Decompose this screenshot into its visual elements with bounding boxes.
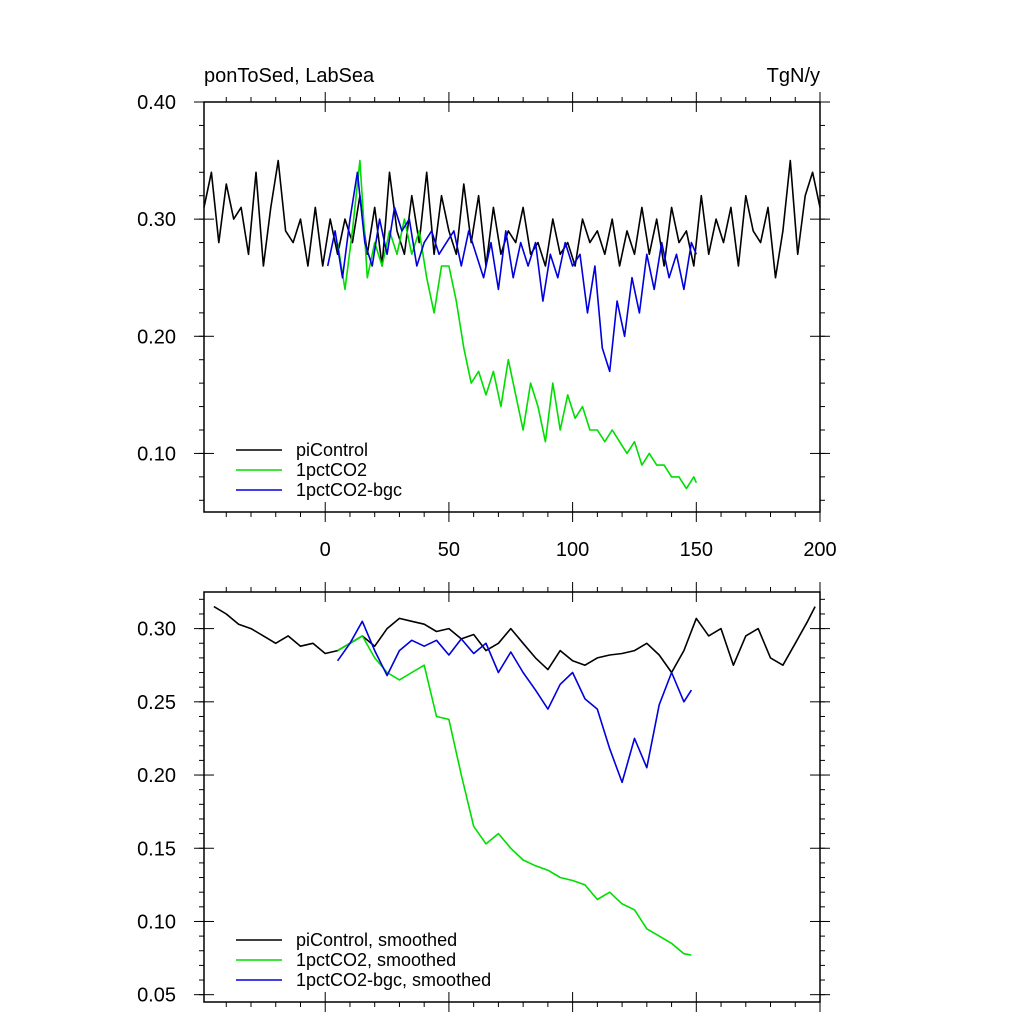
series-line-0 xyxy=(203,159,821,279)
x-tick-label: 0 xyxy=(320,539,331,561)
legend-label-2: 1pctCO2-bgc xyxy=(296,480,402,500)
series-line-1 xyxy=(337,635,692,956)
y-tick-label: 0.40 xyxy=(137,92,176,114)
series-line-2 xyxy=(336,620,693,784)
top-panel-title-left: ponToSed, LabSea xyxy=(204,65,375,87)
y-tick-label: 0.30 xyxy=(137,619,176,641)
y-tick-label: 0.20 xyxy=(137,326,176,348)
y-tick-label: 0.15 xyxy=(137,838,176,860)
y-tick-label: 0.10 xyxy=(137,443,176,465)
y-tick-label: 0.20 xyxy=(137,765,176,787)
top-panel: ponToSed, LabSea TgN/y 0 50 100 150 200 0.10 0… xyxy=(137,65,837,561)
legend-label-0: piControl xyxy=(296,440,368,460)
x-tick-label: 200 xyxy=(803,539,836,561)
series-line-0 xyxy=(213,605,816,674)
y-tick-label: 0.25 xyxy=(137,692,176,714)
legend-label-2: 1pctCO2-bgc, smoothed xyxy=(296,970,491,990)
legend-label-1: 1pctCO2, smoothed xyxy=(296,950,456,970)
x-tick-label: 50 xyxy=(438,539,460,561)
x-tick-label: 100 xyxy=(556,539,589,561)
series-line-1 xyxy=(336,159,698,490)
y-tick-label: 0.10 xyxy=(137,911,176,933)
bottom-panel: 0.05 0.10 0.15 0.20 0.25 0.30 piControl, smoo… xyxy=(137,582,830,1012)
y-tick-label: 0.05 xyxy=(137,985,176,1007)
legend-label-1: 1pctCO2 xyxy=(296,460,367,480)
y-tick-label: 0.30 xyxy=(137,209,176,231)
top-panel-title-right: TgN/y xyxy=(767,65,820,87)
top-plot-frame xyxy=(203,101,821,513)
x-tick-label: 150 xyxy=(680,539,713,561)
legend-label-0: piControl, smoothed xyxy=(296,930,457,950)
bottom-plot-frame xyxy=(203,591,821,1003)
series-line-2 xyxy=(326,171,698,373)
